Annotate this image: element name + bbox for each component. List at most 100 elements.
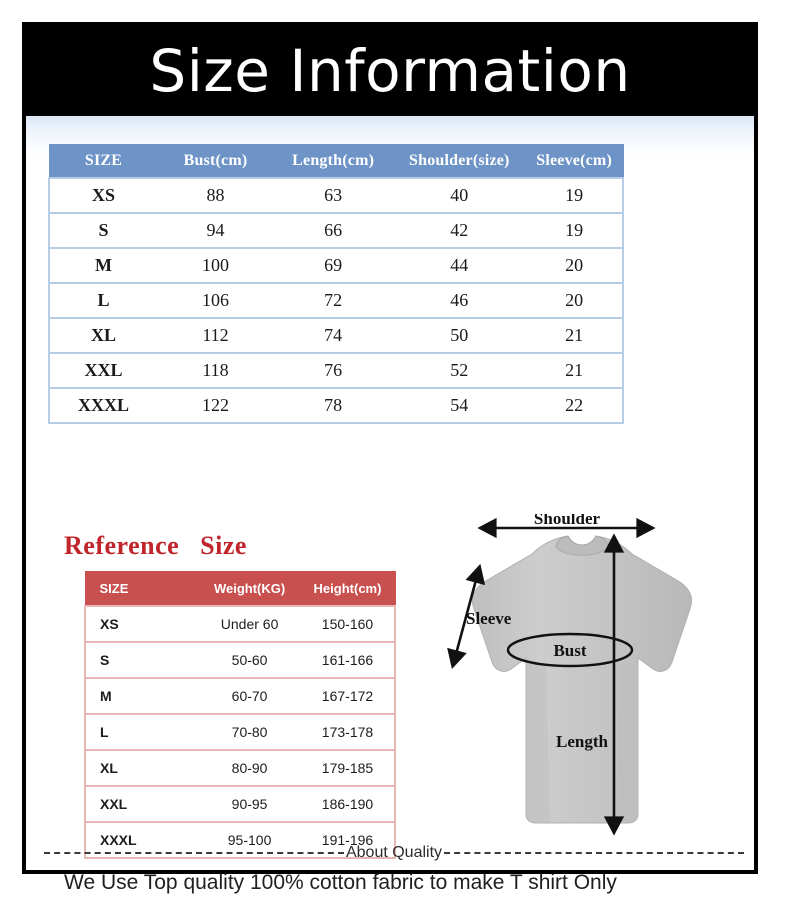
footer-text: We Use Top quality 100% cotton fabric to… bbox=[64, 871, 724, 900]
cell-shoulder: 52 bbox=[393, 352, 526, 389]
tshirt-shape bbox=[471, 535, 693, 824]
cell-bust: 106 bbox=[158, 282, 273, 319]
cell-shoulder: 42 bbox=[393, 212, 526, 249]
cell-size: L bbox=[47, 282, 159, 319]
cell-size: M bbox=[47, 247, 159, 284]
divider-dash-left bbox=[44, 852, 344, 854]
cell-length: 66 bbox=[272, 212, 394, 249]
sleeve-measure-arrow bbox=[447, 563, 486, 670]
reference-size-heading: Reference Size bbox=[64, 531, 247, 560]
cell-sleeve: 21 bbox=[525, 317, 624, 354]
table-row: XXXL 122 78 54 22 bbox=[47, 387, 624, 424]
col-header-sleeve: Sleeve(cm) bbox=[524, 144, 624, 179]
reference-table: SIZE Weight(KG) Height(cm) XS Under 60 1… bbox=[83, 571, 396, 859]
cell-ref-size: XL bbox=[83, 749, 200, 787]
reference-table-body: XS Under 60 150-160 S 50-60 161-166 M 60… bbox=[83, 605, 396, 859]
cell-bust: 122 bbox=[158, 387, 273, 424]
bust-label: Bust bbox=[553, 641, 586, 660]
cell-weight: 70-80 bbox=[199, 713, 300, 751]
table-row: L 70-80 173-178 bbox=[83, 713, 396, 751]
col-header-ref-size: SIZE bbox=[84, 571, 200, 607]
cell-weight: 60-70 bbox=[199, 677, 300, 715]
title-bar: Size Information bbox=[26, 26, 754, 116]
table-row: S 50-60 161-166 bbox=[83, 641, 396, 679]
divider-label: About Quality bbox=[345, 844, 443, 861]
cell-ref-size: M bbox=[83, 677, 200, 715]
size-table-head: SIZE Bust(cm) Length(cm) Shoulder(size) … bbox=[48, 144, 624, 179]
table-row: M 100 69 44 20 bbox=[47, 247, 624, 284]
col-header-shoulder: Shoulder(size) bbox=[392, 144, 526, 179]
cell-height: 186-190 bbox=[300, 785, 396, 823]
col-header-bust: Bust(cm) bbox=[157, 144, 274, 179]
cell-length: 78 bbox=[272, 387, 394, 424]
col-header-size: SIZE bbox=[48, 144, 159, 179]
cell-length: 72 bbox=[272, 282, 394, 319]
table-row: XXL 90-95 186-190 bbox=[83, 785, 396, 823]
cell-sleeve: 22 bbox=[525, 387, 624, 424]
cell-sleeve: 19 bbox=[525, 212, 624, 249]
reference-table-container: SIZE Weight(KG) Height(cm) XS Under 60 1… bbox=[83, 571, 396, 859]
card-body: SIZE Bust(cm) Length(cm) Shoulder(size) … bbox=[26, 116, 754, 894]
table-row: XS 88 63 40 19 bbox=[47, 177, 624, 214]
cell-ref-size: XXXL bbox=[83, 821, 200, 859]
cell-shoulder: 46 bbox=[393, 282, 526, 319]
table-row: XXL 118 76 52 21 bbox=[47, 352, 624, 389]
cell-height: 173-178 bbox=[300, 713, 396, 751]
cell-shoulder: 40 bbox=[393, 177, 526, 214]
footer-line-1: We Use Top quality 100% cotton fabric to… bbox=[64, 871, 617, 894]
cell-weight: Under 60 bbox=[199, 605, 300, 643]
cell-shoulder: 44 bbox=[393, 247, 526, 284]
bust-measure-ellipse bbox=[506, 632, 634, 668]
cell-ref-size: L bbox=[83, 713, 200, 751]
cell-weight: 80-90 bbox=[199, 749, 300, 787]
divider-dash-right bbox=[444, 852, 744, 854]
cell-size: XL bbox=[47, 317, 159, 354]
table-header-row: SIZE Bust(cm) Length(cm) Shoulder(size) … bbox=[48, 144, 624, 179]
sleeve-label: Sleeve bbox=[466, 609, 512, 628]
cell-sleeve: 21 bbox=[525, 352, 624, 389]
col-header-weight: Weight(KG) bbox=[198, 571, 301, 607]
cell-height: 167-172 bbox=[300, 677, 396, 715]
size-table: SIZE Bust(cm) Length(cm) Shoulder(size) … bbox=[47, 144, 624, 424]
cell-size: S bbox=[47, 212, 159, 249]
cell-length: 63 bbox=[272, 177, 394, 214]
size-table-body: XS 88 63 40 19 S 94 66 42 19 bbox=[47, 177, 624, 424]
cell-height: 150-160 bbox=[300, 605, 396, 643]
table-row: XL 112 74 50 21 bbox=[47, 317, 624, 354]
cell-size: XXXL bbox=[47, 387, 159, 424]
cell-ref-size: S bbox=[83, 641, 200, 679]
page-title: Size Information bbox=[149, 37, 631, 105]
cell-size: XS bbox=[47, 177, 159, 214]
table-row: M 60-70 167-172 bbox=[83, 677, 396, 715]
cell-ref-size: XS bbox=[83, 605, 200, 643]
cell-bust: 88 bbox=[158, 177, 273, 214]
cell-bust: 100 bbox=[158, 247, 273, 284]
table-row: XL 80-90 179-185 bbox=[83, 749, 396, 787]
table-row: L 106 72 46 20 bbox=[47, 282, 624, 319]
tshirt-diagram: Shoulder Sleeve Bust Length bbox=[422, 514, 742, 844]
cell-ref-size: XXL bbox=[83, 785, 200, 823]
cell-bust: 94 bbox=[158, 212, 273, 249]
cell-length: 76 bbox=[272, 352, 394, 389]
size-chart-card: Size Information SIZE Bust(cm) Length(cm… bbox=[22, 22, 758, 894]
cell-bust: 112 bbox=[158, 317, 273, 354]
size-table-container: SIZE Bust(cm) Length(cm) Shoulder(size) … bbox=[47, 144, 624, 424]
table-header-row: SIZE Weight(KG) Height(cm) bbox=[84, 571, 396, 607]
cell-height: 179-185 bbox=[300, 749, 396, 787]
cell-weight: 50-60 bbox=[199, 641, 300, 679]
col-header-length: Length(cm) bbox=[272, 144, 394, 179]
tshirt-svg: Shoulder Sleeve Bust Length bbox=[447, 514, 693, 836]
cell-sleeve: 19 bbox=[525, 177, 624, 214]
cell-weight: 90-95 bbox=[199, 785, 300, 823]
cell-bust: 118 bbox=[158, 352, 273, 389]
cell-height: 161-166 bbox=[300, 641, 396, 679]
cell-length: 69 bbox=[272, 247, 394, 284]
table-row: S 94 66 42 19 bbox=[47, 212, 624, 249]
cell-sleeve: 20 bbox=[525, 247, 624, 284]
col-header-height: Height(cm) bbox=[299, 571, 396, 607]
reference-table-head: SIZE Weight(KG) Height(cm) bbox=[84, 571, 396, 607]
shoulder-label: Shoulder bbox=[534, 514, 601, 528]
cell-sleeve: 20 bbox=[525, 282, 624, 319]
about-quality-divider: About Quality bbox=[44, 844, 744, 862]
